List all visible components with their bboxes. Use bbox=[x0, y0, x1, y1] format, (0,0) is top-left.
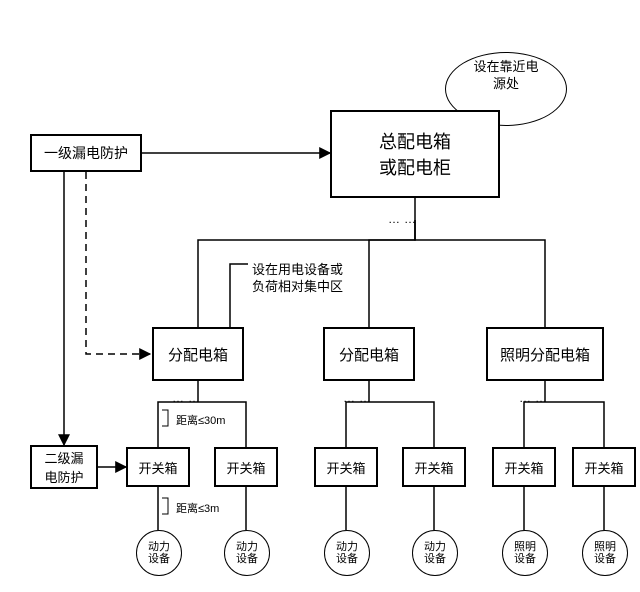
continuation-dots: …… bbox=[519, 391, 551, 405]
node-lighting-distribution: 照明分配电箱 bbox=[486, 327, 604, 381]
note-centralized-load: 设在用电设备或负荷相对集中区 bbox=[252, 262, 343, 296]
node-lighting-device-2: 照明设备 bbox=[582, 530, 628, 576]
node-switchbox-3: 开关箱 bbox=[314, 447, 378, 487]
node-power-device-4: 动力设备 bbox=[412, 530, 458, 576]
node-sub-distribution-1: 分配电箱 bbox=[152, 327, 244, 381]
node-switchbox-6: 开关箱 bbox=[572, 447, 636, 487]
node-primary-leakage-protection: 一级漏电防护 bbox=[30, 134, 142, 172]
continuation-dots: …… bbox=[172, 391, 204, 405]
continuation-dots: …… bbox=[343, 391, 375, 405]
node-switchbox-2: 开关箱 bbox=[214, 447, 278, 487]
node-secondary-leakage-protection: 二级漏电防护 bbox=[30, 445, 98, 489]
note-distance-3m: 距离≤3m bbox=[176, 502, 219, 516]
node-switchbox-1: 开关箱 bbox=[126, 447, 190, 487]
note-distance-30m: 距离≤30m bbox=[176, 414, 225, 428]
node-power-device-3: 动力设备 bbox=[324, 530, 370, 576]
node-lighting-device-1: 照明设备 bbox=[502, 530, 548, 576]
node-main-distribution-box: 总配电箱或配电柜 bbox=[330, 110, 500, 198]
node-power-device-2: 动力设备 bbox=[224, 530, 270, 576]
node-switchbox-4: 开关箱 bbox=[402, 447, 466, 487]
continuation-dots: …… bbox=[388, 212, 420, 226]
node-sub-distribution-2: 分配电箱 bbox=[323, 327, 415, 381]
node-switchbox-5: 开关箱 bbox=[492, 447, 556, 487]
node-power-device-1: 动力设备 bbox=[136, 530, 182, 576]
